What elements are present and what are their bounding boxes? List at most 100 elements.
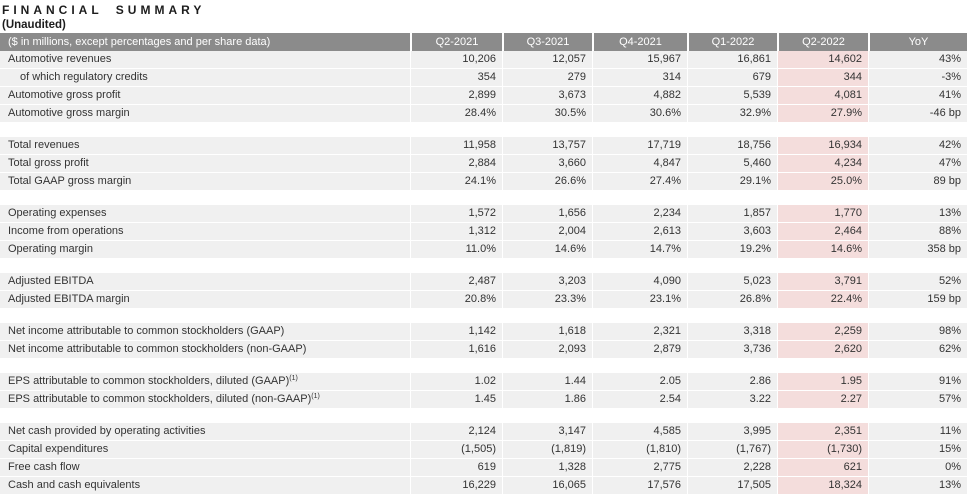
cell-q2-2022: 14,602 (777, 51, 868, 69)
cell-q3-2021: 1.44 (502, 373, 592, 391)
footnote-marker: (1) (289, 375, 298, 382)
cell-yoy: 13% (868, 205, 967, 223)
cell-yoy: 98% (868, 323, 967, 341)
cell-q4-2021: (1,810) (592, 441, 687, 459)
cell-q1-2022: 18,756 (687, 137, 777, 155)
cell-q1-2022: 679 (687, 69, 777, 87)
cell-q1-2022: 3,995 (687, 423, 777, 441)
cell-q3-2021: 30.5% (502, 105, 592, 123)
cell-q4-2021: 17,719 (592, 137, 687, 155)
cell-q2-2022: (1,730) (777, 441, 868, 459)
cell-q2-2022: 4,234 (777, 155, 868, 173)
row-label: Operating margin (0, 241, 410, 259)
cell-q2-2022: 1.95 (777, 373, 868, 391)
cell-q3-2021: 1,618 (502, 323, 592, 341)
cell-q2-2022: 4,081 (777, 87, 868, 105)
cell-q2-2022: 2,620 (777, 341, 868, 359)
header-caption: ($ in millions, except percentages and p… (0, 33, 410, 51)
cell-q2-2021: 28.4% (410, 105, 502, 123)
cell-q2-2021: 1,572 (410, 205, 502, 223)
table-body: Automotive revenues 10,206 12,057 15,967 16,… (0, 51, 967, 495)
table-row: Net income attributable to common stockh… (0, 323, 967, 341)
cell-q1-2022: 32.9% (687, 105, 777, 123)
cell-yoy: -46 bp (868, 105, 967, 123)
cell-q1-2022: 16,861 (687, 51, 777, 69)
cell-q1-2022: 1,857 (687, 205, 777, 223)
table-row: Operating expenses 1,572 1,656 2,234 1,857 1,… (0, 205, 967, 223)
cell-q2-2022: 3,791 (777, 273, 868, 291)
cell-q4-2021: 15,967 (592, 51, 687, 69)
cell-yoy: 11% (868, 423, 967, 441)
table-row: Free cash flow 619 1,328 2,775 2,228 621 0% (0, 459, 967, 477)
footnote-marker: (1) (311, 393, 320, 400)
cell-q2-2021: 1,616 (410, 341, 502, 359)
cell-q2-2021: 2,124 (410, 423, 502, 441)
cell-q4-2021: 2,234 (592, 205, 687, 223)
cell-yoy: 88% (868, 223, 967, 241)
cell-q1-2022: 5,460 (687, 155, 777, 173)
cell-q2-2021: 2,487 (410, 273, 502, 291)
row-label: Adjusted EBITDA (0, 273, 410, 291)
cell-q4-2021: 30.6% (592, 105, 687, 123)
row-label: Cash and cash equivalents (0, 477, 410, 495)
cell-yoy: 0% (868, 459, 967, 477)
cell-yoy: 159 bp (868, 291, 967, 309)
cell-q1-2022: 2,228 (687, 459, 777, 477)
page-title: FINANCIAL SUMMARY (2, 3, 206, 17)
row-label: Net income attributable to common stockh… (0, 323, 410, 341)
row-label: Automotive gross margin (0, 105, 410, 123)
row-label: Operating expenses (0, 205, 410, 223)
row-label: EPS attributable to common stockholders,… (0, 391, 410, 409)
table-row: Adjusted EBITDA 2,487 3,203 4,090 5,023 3,791… (0, 273, 967, 291)
table-row: Net income attributable to common stockh… (0, 341, 967, 359)
cell-q4-2021: 23.1% (592, 291, 687, 309)
cell-q1-2022: (1,767) (687, 441, 777, 459)
table-row: Net cash provided by operating activitie… (0, 423, 967, 441)
cell-q3-2021: 1,328 (502, 459, 592, 477)
cell-q2-2021: 619 (410, 459, 502, 477)
cell-yoy: -3% (868, 69, 967, 87)
cell-q1-2022: 19.2% (687, 241, 777, 259)
cell-yoy: 42% (868, 137, 967, 155)
table-row: Total revenues 11,958 13,757 17,719 18,756 16… (0, 137, 967, 155)
header-q2-2022: Q2-2022 (777, 33, 868, 51)
row-label: Automotive gross profit (0, 87, 410, 105)
table-row: EPS attributable to common stockholders,… (0, 391, 967, 409)
cell-q4-2021: 4,585 (592, 423, 687, 441)
table-row: Automotive gross profit 2,899 3,673 4,882 5,… (0, 87, 967, 105)
cell-yoy: 43% (868, 51, 967, 69)
cell-q1-2022: 26.8% (687, 291, 777, 309)
cell-q3-2021: 23.3% (502, 291, 592, 309)
cell-q2-2022: 2,259 (777, 323, 868, 341)
row-label: Total GAAP gross margin (0, 173, 410, 191)
cell-yoy: 15% (868, 441, 967, 459)
cell-q3-2021: 26.6% (502, 173, 592, 191)
cell-q2-2021: 1,142 (410, 323, 502, 341)
cell-q3-2021: 2,004 (502, 223, 592, 241)
cell-q4-2021: 27.4% (592, 173, 687, 191)
cell-q3-2021: 12,057 (502, 51, 592, 69)
cell-q4-2021: 4,090 (592, 273, 687, 291)
table-row: Income from operations 1,312 2,004 2,613 3,6… (0, 223, 967, 241)
cell-q4-2021: 314 (592, 69, 687, 87)
section-spacer (0, 191, 967, 205)
cell-q2-2021: 1.02 (410, 373, 502, 391)
cell-yoy: 62% (868, 341, 967, 359)
row-label: Net cash provided by operating activitie… (0, 423, 410, 441)
cell-q1-2022: 17,505 (687, 477, 777, 495)
cell-q4-2021: 2,775 (592, 459, 687, 477)
cell-q4-2021: 2,879 (592, 341, 687, 359)
row-label: Income from operations (0, 223, 410, 241)
cell-q4-2021: 2.54 (592, 391, 687, 409)
cell-q2-2021: 16,229 (410, 477, 502, 495)
cell-q3-2021: 279 (502, 69, 592, 87)
cell-q3-2021: (1,819) (502, 441, 592, 459)
cell-q3-2021: 3,203 (502, 273, 592, 291)
cell-yoy: 57% (868, 391, 967, 409)
cell-q2-2021: 354 (410, 69, 502, 87)
cell-q2-2022: 2.27 (777, 391, 868, 409)
cell-q2-2022: 344 (777, 69, 868, 87)
cell-q4-2021: 17,576 (592, 477, 687, 495)
cell-q2-2022: 27.9% (777, 105, 868, 123)
